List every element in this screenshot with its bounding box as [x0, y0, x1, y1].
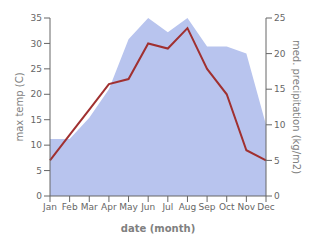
svg-text:Aug: Aug: [179, 202, 197, 212]
svg-text:Feb: Feb: [62, 202, 78, 212]
svg-text:Apr: Apr: [101, 202, 117, 212]
svg-text:Nov: Nov: [238, 202, 256, 212]
svg-text:35: 35: [31, 13, 42, 23]
svg-text:Mar: Mar: [81, 202, 98, 212]
svg-text:10: 10: [274, 120, 286, 130]
svg-text:15: 15: [274, 84, 285, 94]
svg-text:Jul: Jul: [161, 202, 173, 212]
svg-text:Sep: Sep: [199, 202, 216, 212]
svg-text:date (month): date (month): [121, 223, 195, 234]
svg-text:10: 10: [31, 140, 43, 150]
svg-text:0: 0: [274, 191, 280, 201]
svg-text:25: 25: [31, 64, 42, 74]
svg-text:max temp (C): max temp (C): [14, 72, 25, 141]
svg-text:15: 15: [31, 115, 42, 125]
svg-text:Jan: Jan: [42, 202, 57, 212]
svg-text:May: May: [119, 202, 138, 212]
svg-text:Dec: Dec: [257, 202, 274, 212]
svg-text:5: 5: [36, 166, 42, 176]
svg-text:20: 20: [31, 89, 43, 99]
svg-text:0: 0: [36, 191, 42, 201]
svg-text:25: 25: [274, 13, 285, 23]
svg-text:Oct: Oct: [219, 202, 235, 212]
svg-text:Jun: Jun: [140, 202, 155, 212]
svg-text:5: 5: [274, 156, 280, 166]
svg-text:20: 20: [274, 49, 286, 59]
svg-text:30: 30: [31, 39, 43, 49]
svg-text:med. precipitation (kg/m2): med. precipitation (kg/m2): [291, 40, 302, 174]
